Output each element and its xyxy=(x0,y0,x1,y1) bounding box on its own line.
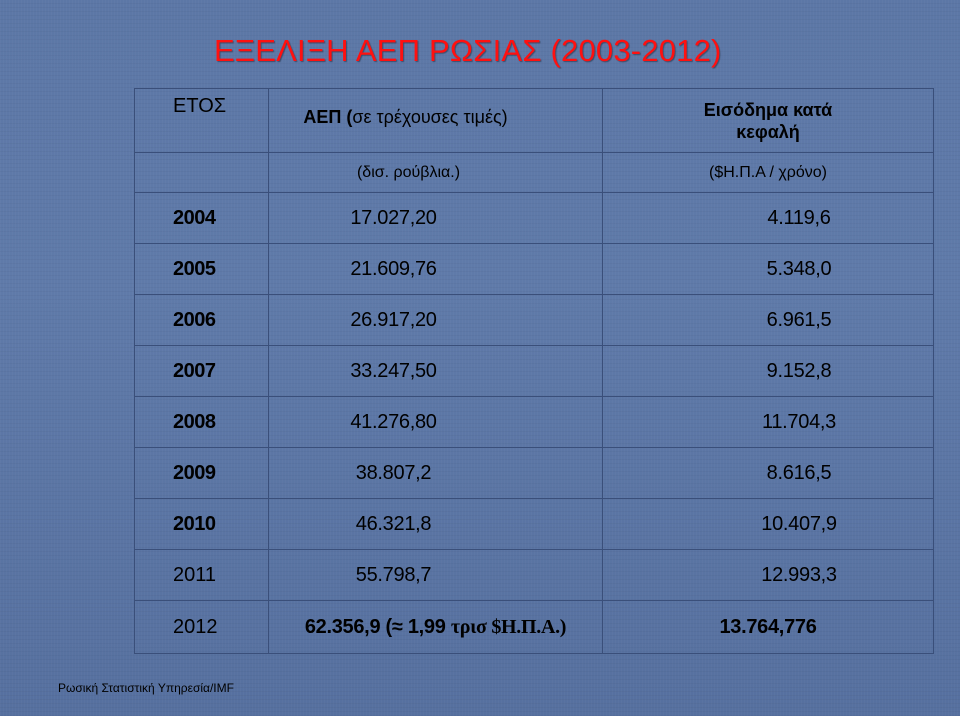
table-row-last: 2012 62.356,9 (≈ 1,99 τρισ $Η.Π.Α.) 13.7… xyxy=(134,600,934,654)
gdp-last-word: τρισ xyxy=(450,615,487,638)
table-row: 2009 38.807,2 8.616,5 xyxy=(134,447,934,499)
gdp-last-trillions: 1,99 xyxy=(402,615,451,638)
table-row: 2008 41.276,80 11.704,3 xyxy=(134,396,934,448)
year-cell: 2011 xyxy=(134,549,269,601)
table-header-row: ΕΤΟΣ ΑΕΠ (σε τρέχουσες τιμές) Εισόδημα κ… xyxy=(134,88,934,153)
year-cell: 2004 xyxy=(134,192,269,244)
gdp-value: 33.247,50 xyxy=(268,345,603,397)
gdp-value: 38.807,2 xyxy=(268,447,603,499)
slide-title: ΕΞΕΛΙΞΗ ΑΕΠ ΡΩΣΙΑΣ (2003-2012) xyxy=(214,33,722,68)
header-gdp-paren: σε τρέχουσες τιμές) xyxy=(352,107,508,127)
table-row: 2010 46.321,8 10.407,9 xyxy=(134,498,934,550)
gdp-value-last: 62.356,9 (≈ 1,99 τρισ $Η.Π.Α.) xyxy=(268,600,603,654)
header-income-line2: κεφαλή xyxy=(736,122,800,142)
table-row: 2006 26.917,20 6.961,5 xyxy=(134,294,934,346)
income-value: 12.993,3 xyxy=(602,549,934,601)
year-cell: 2005 xyxy=(134,243,269,295)
year-cell: 2010 xyxy=(134,498,269,550)
year-cell: 2009 xyxy=(134,447,269,499)
income-value: 8.616,5 xyxy=(602,447,934,499)
income-value: 9.152,8 xyxy=(602,345,934,397)
gdp-value: 17.027,20 xyxy=(268,192,603,244)
income-value: 6.961,5 xyxy=(602,294,934,346)
table-row: 2011 55.798,7 12.993,3 xyxy=(134,549,934,601)
unit-gdp-cell: (δισ. ρούβλια.) xyxy=(268,152,603,193)
header-income-line1: Εισόδημα κατά xyxy=(703,100,833,120)
header-income: Εισόδημα κατά κεφαλή xyxy=(603,89,933,143)
income-value: 10.407,9 xyxy=(602,498,934,550)
unit-gdp: (δισ. ρούβλια.) xyxy=(356,163,461,181)
table-row: 2004 17.027,20 4.119,6 xyxy=(134,192,934,244)
header-year-cell: ΕΤΟΣ xyxy=(134,88,269,153)
income-value: 4.119,6 xyxy=(602,192,934,244)
year-cell: 2008 xyxy=(134,396,269,448)
gdp-last-currency: $Η.Π.Α.) xyxy=(486,615,567,638)
gdp-value: 46.321,8 xyxy=(268,498,603,550)
income-value: 11.704,3 xyxy=(602,396,934,448)
header-gdp-cell: ΑΕΠ (σε τρέχουσες τιμές) xyxy=(268,88,603,153)
year-cell: 2012 xyxy=(134,600,269,654)
unit-income-cell: ($Η.Π.Α / χρόνο) xyxy=(602,152,934,193)
year-cell: 2007 xyxy=(134,345,269,397)
gdp-table: ΕΤΟΣ ΑΕΠ (σε τρέχουσες τιμές) Εισόδημα κ… xyxy=(134,88,934,654)
gdp-value: 26.917,20 xyxy=(268,294,603,346)
gdp-value: 41.276,80 xyxy=(268,396,603,448)
table-row: 2007 33.247,50 9.152,8 xyxy=(134,345,934,397)
header-income-cell: Εισόδημα κατά κεφαλή xyxy=(602,88,934,153)
table-row: 2005 21.609,76 5.348,0 xyxy=(134,243,934,295)
header-gdp-main: ΑΕΠ ( xyxy=(303,107,353,127)
year-cell: 2006 xyxy=(134,294,269,346)
table-unit-row: (δισ. ρούβλια.) ($Η.Π.Α / χρόνο) xyxy=(134,152,934,193)
income-value: 5.348,0 xyxy=(602,243,934,295)
gdp-last-number: 62.356,9 ( xyxy=(304,615,392,638)
gdp-value: 21.609,76 xyxy=(268,243,603,295)
income-value-last: 13.764,776 xyxy=(602,600,934,654)
gdp-value: 55.798,7 xyxy=(268,549,603,601)
unit-year-cell xyxy=(134,152,269,193)
header-gdp: ΑΕΠ (σε τρέχουσες τιμές) xyxy=(269,89,602,128)
source-footer: Ρωσική Στατιστική Υπηρεσία/IMF xyxy=(58,681,234,695)
unit-income: ($Η.Π.Α / χρόνο) xyxy=(709,163,827,181)
header-year: ΕΤΟΣ xyxy=(173,95,227,117)
approx-symbol: ≈ xyxy=(391,615,403,638)
